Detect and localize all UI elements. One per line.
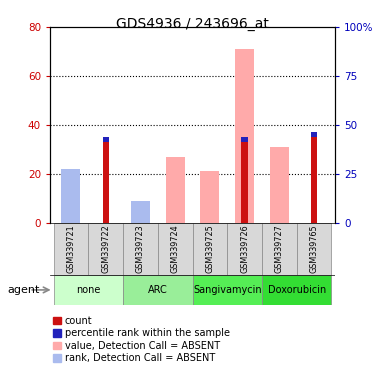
Text: GSM339765: GSM339765: [310, 224, 319, 273]
Bar: [88, 223, 123, 275]
Text: GSM339725: GSM339725: [205, 224, 214, 273]
Bar: [166, 157, 185, 223]
Bar: [54, 275, 123, 305]
Text: GSM339726: GSM339726: [240, 224, 249, 273]
Text: GDS4936 / 243696_at: GDS4936 / 243696_at: [116, 17, 269, 31]
Text: GSM339724: GSM339724: [171, 224, 180, 273]
Text: Sangivamycin: Sangivamycin: [193, 285, 261, 295]
Bar: [241, 137, 248, 142]
Bar: [192, 275, 262, 305]
Text: GSM339721: GSM339721: [66, 224, 75, 273]
Text: GSM339723: GSM339723: [136, 224, 145, 273]
Bar: [262, 223, 297, 275]
Text: GSM339727: GSM339727: [275, 224, 284, 273]
Bar: [311, 137, 317, 223]
Bar: [61, 169, 80, 223]
Bar: [123, 223, 158, 275]
Bar: [227, 223, 262, 275]
Bar: [61, 176, 80, 223]
Bar: [102, 142, 109, 223]
Bar: [297, 223, 331, 275]
Bar: [131, 201, 150, 223]
Bar: [158, 223, 192, 275]
Bar: [131, 208, 150, 223]
Text: ARC: ARC: [148, 285, 167, 295]
Text: none: none: [76, 285, 100, 295]
Text: Doxorubicin: Doxorubicin: [268, 285, 326, 295]
Bar: [123, 275, 192, 305]
Bar: [54, 223, 88, 275]
Bar: [270, 147, 289, 223]
Bar: [311, 132, 317, 137]
Bar: [102, 137, 109, 142]
Legend: count, percentile rank within the sample, value, Detection Call = ABSENT, rank, : count, percentile rank within the sample…: [53, 316, 230, 363]
Text: agent: agent: [8, 285, 40, 295]
Bar: [262, 275, 331, 305]
Bar: [200, 171, 219, 223]
Bar: [235, 49, 254, 223]
Bar: [241, 142, 248, 223]
Bar: [192, 223, 227, 275]
Text: GSM339722: GSM339722: [101, 224, 110, 273]
